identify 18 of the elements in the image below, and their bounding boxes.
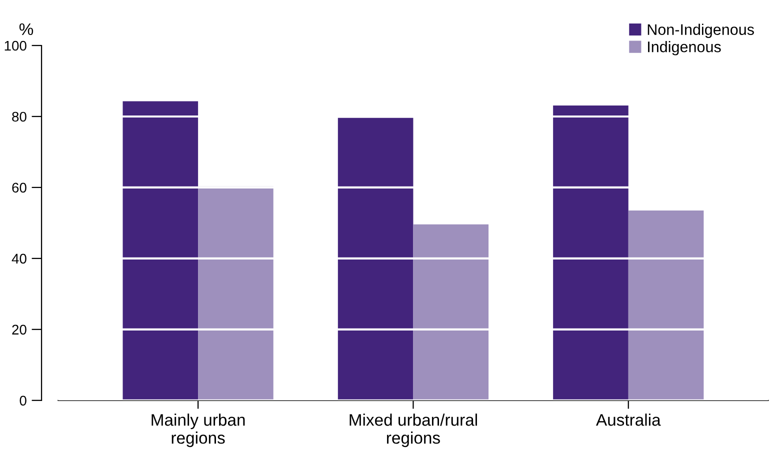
x-tick-label: Mainly urban regions — [152, 414, 245, 448]
bar — [338, 118, 414, 400]
bar — [413, 224, 489, 400]
y-tick-label: 40 — [12, 254, 26, 264]
bar — [628, 210, 704, 400]
y-tick-label: 20 — [12, 324, 26, 335]
y-tick-label: 100 — [4, 40, 26, 51]
legend-label: Non-Indigenous — [648, 24, 754, 38]
y-tick-label: 80 — [12, 112, 26, 122]
bar — [122, 101, 198, 400]
y-axis-title: % — [19, 23, 34, 36]
x-tick-label: Mixed urban/rural regions — [350, 414, 477, 448]
legend-label: Indigenous — [648, 41, 721, 56]
bar — [198, 186, 274, 400]
x-tick-label: Australia — [596, 414, 661, 426]
y-tick-label: 60 — [12, 182, 26, 193]
bar — [553, 105, 628, 400]
y-tick-label: 0 — [20, 396, 26, 406]
